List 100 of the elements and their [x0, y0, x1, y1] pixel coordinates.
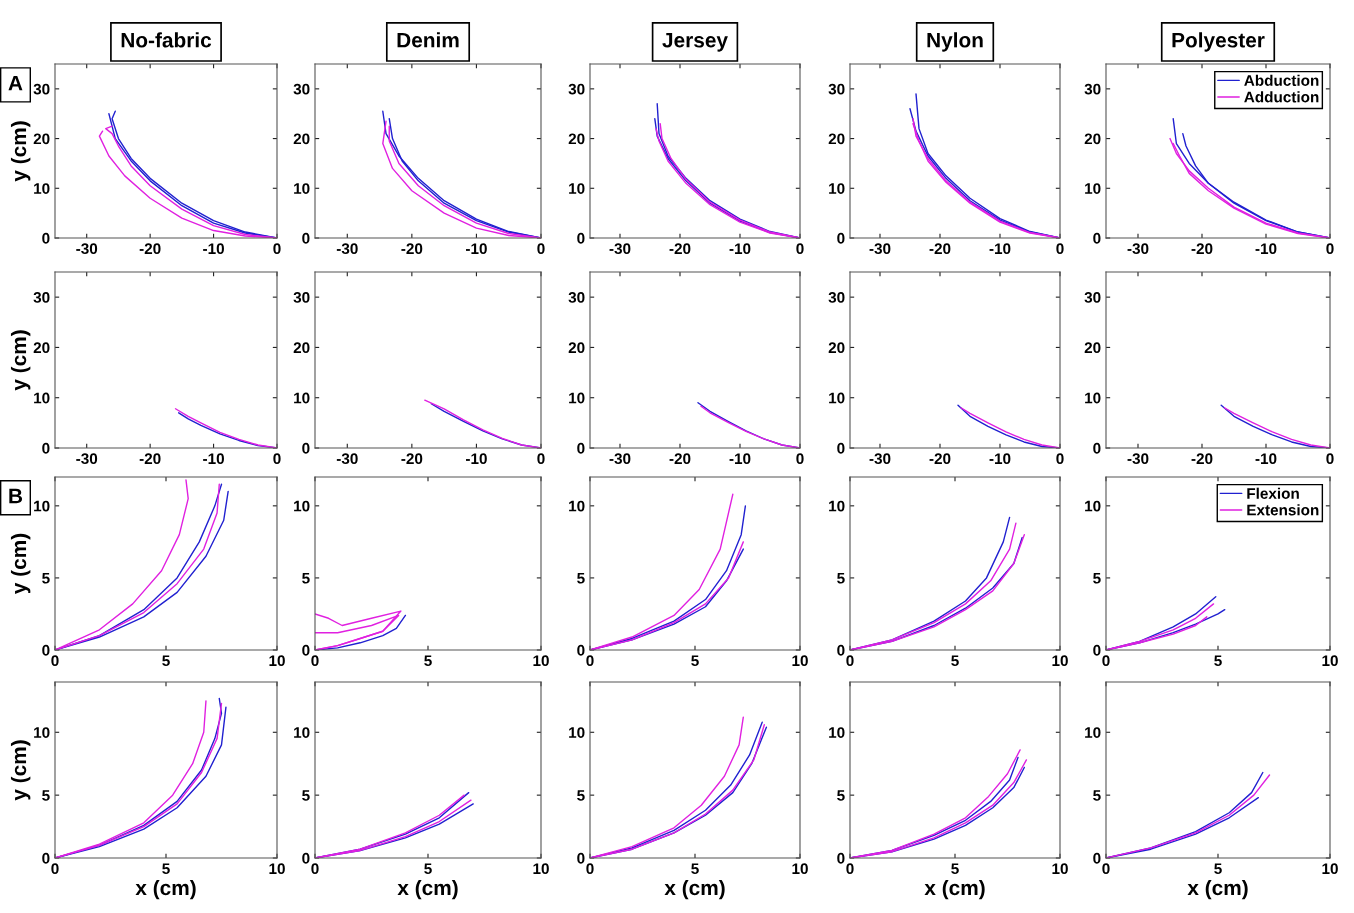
- x-tick-label: -20: [139, 243, 161, 255]
- y-tick-label: 5: [577, 572, 585, 584]
- x-tick-label: -20: [139, 453, 161, 465]
- x-tick-label: -10: [203, 453, 224, 465]
- x-tick-label: -30: [609, 453, 631, 465]
- y-tick-label: 30: [568, 83, 585, 95]
- y-tick-label: 30: [1084, 83, 1101, 95]
- y-tick-label: 10: [294, 392, 310, 404]
- chart-title: Denim: [397, 32, 459, 48]
- y-tick-label: 5: [1093, 790, 1101, 801]
- y-tick-label: 10: [1085, 392, 1101, 404]
- y-tick-label: 0: [837, 442, 845, 454]
- legend-label: Abduction: [1244, 74, 1319, 86]
- x-tick-label: -30: [869, 243, 891, 255]
- y-tick-label: 10: [1085, 183, 1101, 194]
- chart-title: No-fabric: [121, 32, 212, 48]
- x-tick-label: 0: [1102, 655, 1110, 667]
- x-tick-label: 5: [162, 655, 170, 667]
- x-tick-label: 5: [1214, 655, 1222, 667]
- x-tick-label: 0: [846, 863, 854, 875]
- y-tick-label: 20: [1084, 133, 1101, 145]
- x-tick-label: -30: [1127, 243, 1149, 255]
- x-tick-label: -10: [729, 453, 751, 465]
- legend-label: Adduction: [1244, 91, 1319, 103]
- x-tick-label: -10: [729, 243, 751, 255]
- y-tick-label: 0: [302, 852, 310, 864]
- text: B: [9, 488, 23, 504]
- y-tick-label: 0: [577, 644, 585, 656]
- y-tick-label: 10: [34, 392, 50, 404]
- y-tick-label: 30: [1084, 292, 1101, 303]
- x-tick-label: -20: [669, 453, 691, 465]
- y-tick-label: 30: [828, 292, 845, 303]
- x-tick-label: -10: [465, 453, 487, 465]
- x-tick-label: 10: [1052, 655, 1068, 667]
- x-tick-label: 5: [1214, 863, 1222, 875]
- y-tick-label: 10: [294, 500, 310, 512]
- y-tick-label: 0: [577, 442, 585, 454]
- x-tick-label: 10: [1052, 863, 1068, 875]
- x-tick-label: 0: [51, 655, 59, 667]
- y-tick-label: 30: [293, 83, 310, 95]
- legend-label: Flexion: [1247, 487, 1299, 499]
- x-tick-label: -10: [203, 243, 224, 255]
- y-tick-label: 10: [569, 727, 585, 738]
- y-tick-label: 10: [829, 727, 845, 738]
- x-tick-label: 0: [51, 863, 59, 875]
- x-tick-label: -20: [1191, 453, 1213, 465]
- y-tick-label: 5: [1093, 572, 1101, 584]
- y-tick-label: 10: [1085, 727, 1101, 738]
- y-tick-label: 20: [33, 133, 50, 145]
- y-tick-label: 0: [42, 644, 50, 656]
- y-tick-label: 20: [828, 133, 845, 145]
- x-tick-label: -30: [869, 453, 891, 465]
- x-tick-label: 0: [1056, 243, 1064, 255]
- y-tick-label: 20: [1084, 342, 1101, 354]
- x-tick-label: 0: [311, 863, 319, 875]
- y-tick-label: 30: [828, 83, 845, 95]
- x-axis-title: x (cm): [924, 879, 985, 900]
- y-tick-label: 30: [568, 292, 585, 303]
- y-tick-label: 10: [294, 183, 310, 194]
- x-tick-label: 0: [1326, 243, 1334, 255]
- x-tick-label: 5: [162, 863, 170, 875]
- y-tick-label: 0: [837, 852, 845, 864]
- x-tick-label: 10: [269, 863, 285, 875]
- x-tick-label: -20: [929, 243, 951, 255]
- y-tick-label: 0: [577, 232, 585, 244]
- y-tick-label: 5: [302, 790, 310, 801]
- y-tick-label: 0: [1093, 644, 1101, 656]
- x-tick-label: 10: [533, 655, 549, 667]
- y-tick-label: 20: [568, 133, 585, 145]
- x-tick-label: -10: [1255, 243, 1277, 255]
- y-tick-label: 0: [577, 852, 585, 864]
- x-tick-label: -20: [929, 453, 951, 465]
- x-tick-label: 0: [796, 243, 804, 255]
- y-tick-label: 30: [33, 292, 50, 303]
- x-tick-label: 5: [951, 655, 959, 667]
- y-tick-label: 30: [293, 292, 310, 303]
- y-tick-label: 10: [829, 500, 845, 512]
- x-tick-label: 0: [586, 863, 594, 875]
- y-tick-label: 5: [42, 790, 50, 801]
- y-tick-label: 10: [294, 727, 310, 738]
- y-tick-label: 10: [569, 183, 585, 194]
- x-tick-label: 10: [792, 655, 808, 667]
- x-tick-label: 5: [691, 863, 699, 875]
- y-tick-label: 10: [829, 392, 845, 404]
- x-tick-label: 10: [533, 863, 549, 875]
- x-tick-label: 10: [1322, 863, 1338, 875]
- y-tick-label: 20: [568, 342, 585, 354]
- y-tick-label: 0: [302, 442, 310, 454]
- x-axis-title: x (cm): [397, 879, 458, 900]
- x-tick-label: -20: [401, 453, 423, 465]
- x-tick-label: -10: [989, 243, 1011, 255]
- y-tick-label: 5: [302, 572, 310, 584]
- x-tick-label: 0: [273, 243, 281, 255]
- y-tick-label: 10: [569, 392, 585, 404]
- x-tick-label: -30: [76, 243, 98, 255]
- y-tick-label: 10: [34, 727, 50, 738]
- y-tick-label: 0: [42, 232, 50, 244]
- x-tick-label: 0: [1102, 863, 1110, 875]
- x-tick-label: 5: [424, 655, 432, 667]
- y-axis-title: y (cm): [10, 121, 31, 182]
